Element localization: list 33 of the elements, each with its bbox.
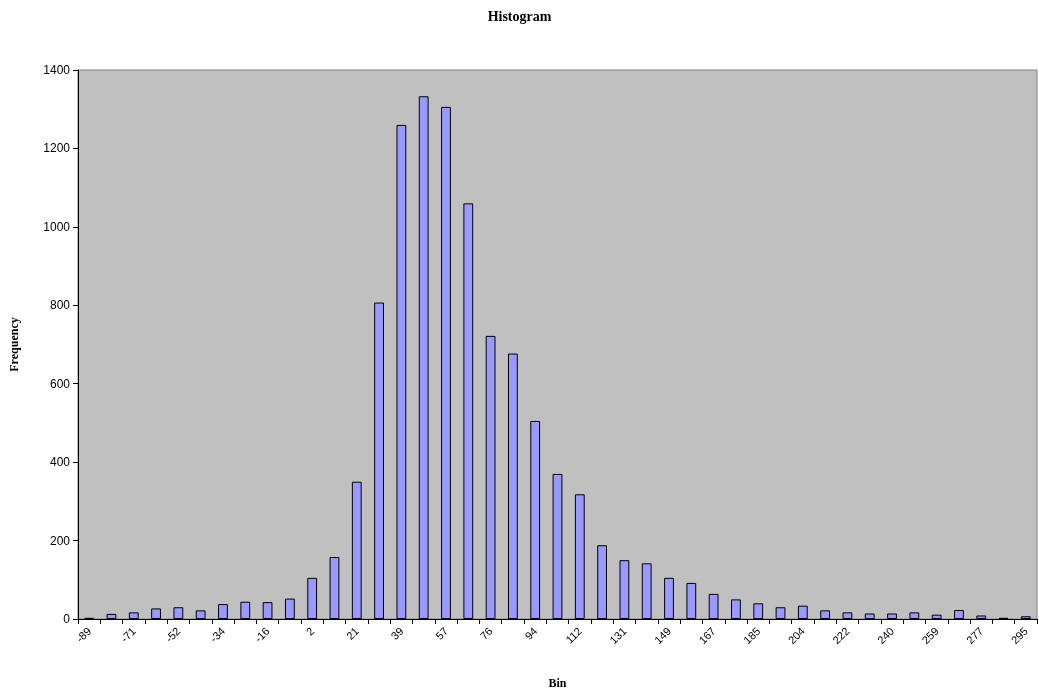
x-tick-label: 295 xyxy=(1008,624,1031,647)
x-tick-label: 39 xyxy=(388,624,406,642)
x-tick-label: 222 xyxy=(830,624,852,647)
y-tick-label: 200 xyxy=(49,533,71,548)
y-tick-label: 600 xyxy=(49,376,71,391)
x-tick-label: 76 xyxy=(477,624,495,642)
y-tick-label: 400 xyxy=(49,455,71,470)
x-tick-label: 149 xyxy=(651,624,674,647)
x-tick-label: 57 xyxy=(433,624,451,642)
y-tick-label: 1200 xyxy=(43,141,71,156)
y-tick-label: 1000 xyxy=(43,219,71,234)
y-tick-label: 1400 xyxy=(43,63,71,77)
x-tick-label: 167 xyxy=(696,624,718,647)
x-tick-label: 2 xyxy=(303,624,317,638)
x-tick-label: 204 xyxy=(785,624,808,647)
chart-title: Histogram xyxy=(487,8,552,24)
x-tick-label: -89 xyxy=(73,624,94,645)
x-tick-label: -16 xyxy=(252,624,272,645)
x-tick-label: -34 xyxy=(207,624,228,645)
x-tick-label: 131 xyxy=(607,624,629,647)
x-tick-label: 21 xyxy=(343,624,362,642)
x-tick-label: 259 xyxy=(919,624,941,647)
x-tick-label: -52 xyxy=(162,624,183,645)
y-tick-label: 0 xyxy=(63,612,71,626)
x-tick-label: -71 xyxy=(118,624,138,645)
x-tick-label: 112 xyxy=(563,624,585,646)
x-tick-label: 240 xyxy=(874,624,897,647)
x-tick-label: 94 xyxy=(522,624,540,642)
y-axis-title: Frequency xyxy=(7,317,21,372)
x-axis-title: Bin xyxy=(548,676,567,690)
x-tick-label: 277 xyxy=(964,624,986,647)
y-tick-label: 800 xyxy=(49,298,71,313)
x-tick-label: 185 xyxy=(741,624,763,647)
